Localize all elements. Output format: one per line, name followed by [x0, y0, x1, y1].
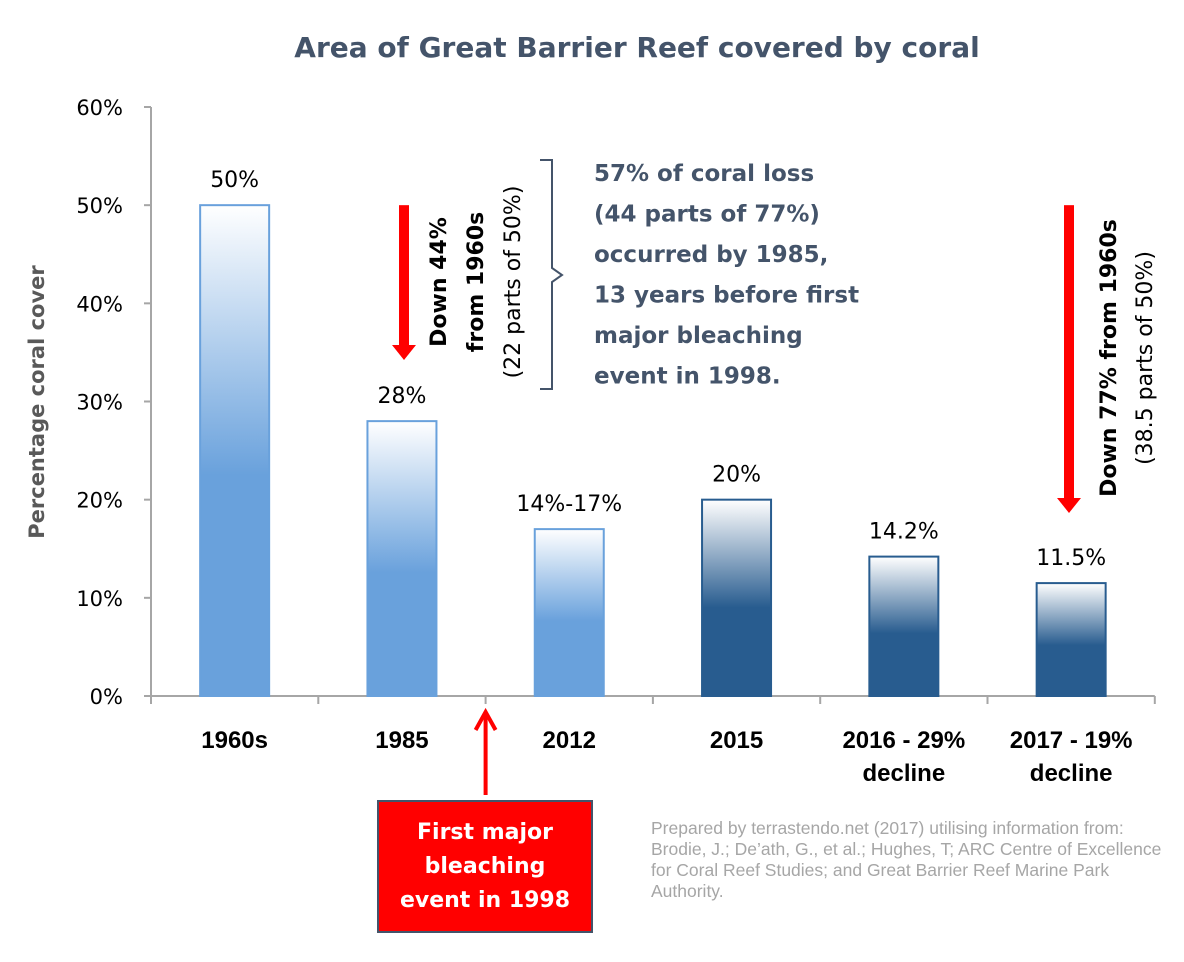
- bleaching-line-3: event in 1998: [399, 887, 571, 913]
- down-44-text: Down 44%: [427, 217, 452, 347]
- bar: [533, 528, 605, 697]
- y-tick-label: 10%: [76, 587, 123, 611]
- note-text: (44 parts of 77%): [594, 202, 820, 228]
- note-text: 57% of coral loss: [594, 161, 814, 187]
- data-label: 14.2%: [869, 520, 939, 545]
- down-77-arrow-icon: [1057, 205, 1081, 513]
- bar: [868, 555, 940, 697]
- x-tick-label: 2017 - 19%: [1010, 727, 1133, 754]
- bar: [701, 498, 773, 697]
- y-tick-label: 60%: [76, 96, 123, 120]
- chart-title: Area of Great Barrier Reef covered by co…: [294, 31, 979, 64]
- axes: 0% 10% 20% 30% 40% 50% 60% 1960s 1985 2012 2015 201…: [76, 96, 1156, 787]
- arrow-head: [1057, 498, 1081, 513]
- bar: [199, 204, 271, 698]
- down-44-text: from 1960s: [464, 212, 489, 352]
- bars: 50% 28% 14%-17% 20% 14.2% 11.5%: [199, 168, 1107, 698]
- x-tick-label: decline: [862, 760, 945, 787]
- data-label: 14%-17%: [516, 492, 622, 517]
- note-text: major bleaching: [594, 323, 803, 349]
- x-tick-label: 2016 - 29%: [842, 727, 965, 754]
- bar: [1035, 582, 1107, 698]
- note-text: event in 1998.: [594, 364, 781, 390]
- bleaching-event-box: First major bleaching event in 1998: [377, 800, 593, 933]
- down-44-arrow-icon: [392, 205, 416, 360]
- x-tick-label: 2015: [710, 727, 763, 754]
- data-label: 50%: [210, 168, 259, 193]
- y-tick-label: 0%: [90, 685, 123, 709]
- source-credit: Prepared by terrastendo.net (2017) utili…: [651, 818, 1162, 901]
- down-44-text: (22 parts of 50%): [501, 186, 526, 379]
- y-tick-label: 20%: [76, 489, 123, 513]
- data-label: 28%: [377, 384, 426, 409]
- bleaching-line-1: First major: [417, 819, 553, 845]
- arrow-head: [392, 345, 416, 360]
- arrow-head: [473, 707, 498, 731]
- arrow-shaft: [399, 205, 409, 346]
- data-label: 20%: [712, 463, 761, 488]
- bar: [366, 420, 438, 697]
- bleaching-up-arrow-icon: [473, 707, 498, 795]
- y-tick-label: 50%: [76, 194, 123, 218]
- down-77-text: (38.5 parts of 50%): [1133, 251, 1158, 465]
- x-tick-label: 1960s: [201, 727, 268, 754]
- bracket-icon: [540, 159, 564, 390]
- note-text: occurred by 1985,: [594, 242, 828, 268]
- y-tick-label: 30%: [76, 391, 123, 415]
- x-tick-label: 1985: [375, 727, 428, 754]
- data-label: 11.5%: [1036, 546, 1106, 571]
- y-tick-label: 40%: [76, 292, 123, 316]
- bleaching-line-2: bleaching: [424, 853, 546, 879]
- x-tick-label: 2012: [543, 727, 596, 754]
- annotations: Down 44% from 1960s (22 parts of 50%) 57% o…: [392, 159, 1158, 795]
- x-tick-label: decline: [1030, 760, 1113, 787]
- y-axis-label: Percentage coral cover: [25, 265, 49, 539]
- down-77-text: Down 77% from 1960s: [1097, 219, 1122, 497]
- arrow-shaft: [1064, 205, 1074, 499]
- note-text: 13 years before first: [594, 283, 859, 309]
